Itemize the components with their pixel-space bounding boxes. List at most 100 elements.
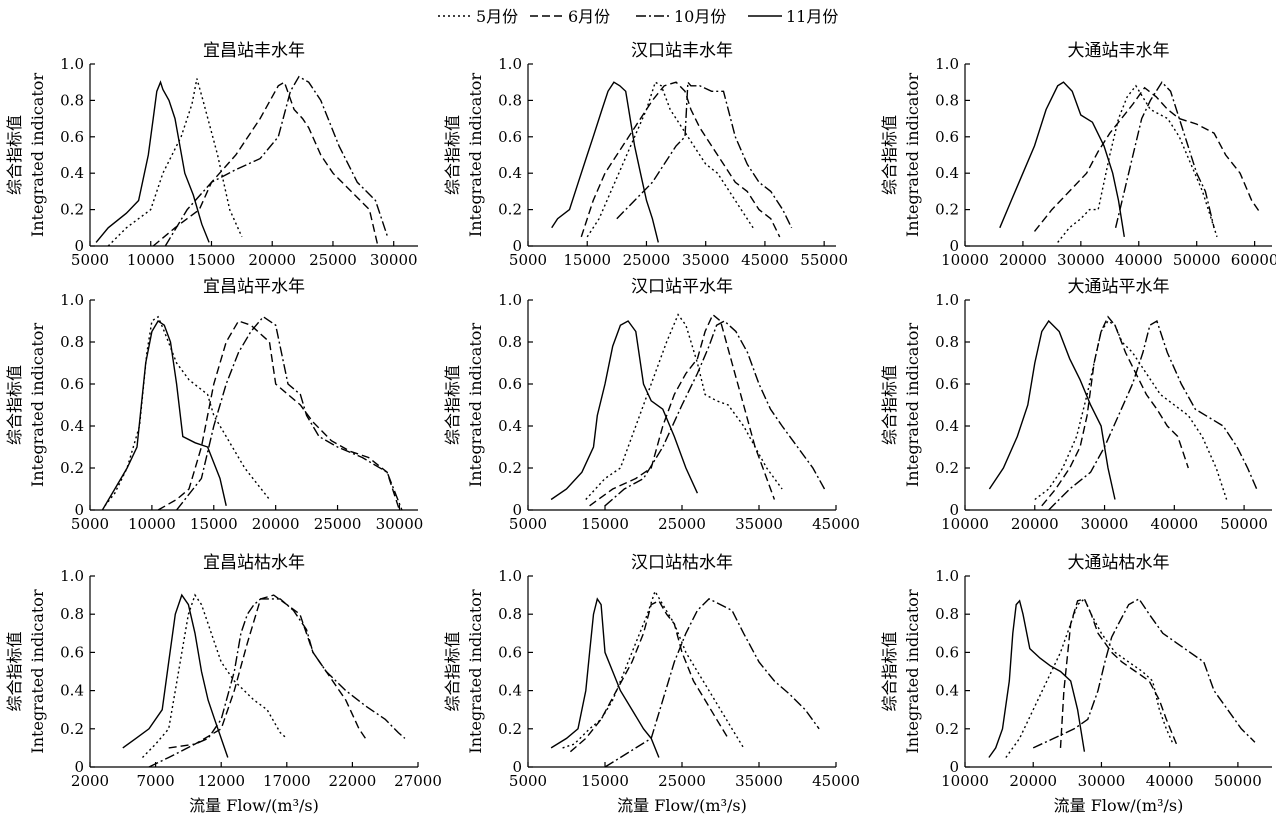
x-tick-label: 30000: [1057, 251, 1105, 269]
y-tick-label: 0.6: [935, 375, 959, 393]
x-tick-label: 45000: [812, 772, 860, 790]
series-line-10月份: [616, 80, 793, 229]
panel-title: 宜昌站丰水年: [203, 41, 305, 61]
panel-1-3: 0 0.2 0.4 0.6 0.8 1.0 10000 20000 30000 40000 5000…: [880, 41, 1276, 269]
series-line-10月份: [148, 598, 406, 768]
y-tick-label: 0.4: [935, 417, 959, 435]
y-tick-label: 0.8: [498, 605, 522, 623]
y-tick-label: 1.0: [935, 567, 959, 585]
x-tick-label: 35000: [735, 772, 783, 790]
series-line-6月份: [569, 599, 729, 753]
series-line-6月份: [168, 594, 367, 749]
x-tick-label: 10000: [941, 251, 989, 269]
x-tick-label: 25000: [658, 515, 706, 533]
x-tick-label: 40000: [1150, 515, 1198, 533]
y-axis-label-cn: 综合指标值: [443, 115, 462, 195]
y-axis-label-en: Integrated indicator: [466, 323, 485, 488]
y-tick-label: 0: [74, 237, 84, 255]
y-axis-label-en: Integrated indicator: [466, 589, 485, 754]
y-tick-label: 0.6: [60, 643, 84, 661]
panel-title: 大通站丰水年: [1068, 41, 1170, 61]
x-tick-label: 5000: [509, 772, 547, 790]
x-tick-label: 50000: [1173, 251, 1221, 269]
y-axis-label-en: Integrated indicator: [903, 73, 922, 238]
series-line-6月份: [152, 81, 379, 247]
panel-title: 大通站平水年: [1068, 277, 1170, 297]
y-tick-label: 0.4: [60, 417, 84, 435]
series-line-6月份: [589, 313, 776, 507]
x-tick-label: 30000: [370, 251, 418, 269]
x-tick-label: 10000: [941, 772, 989, 790]
series-line-6月份: [1059, 598, 1178, 748]
y-axis-label-en: Integrated indicator: [28, 323, 47, 488]
x-tick-label: 15000: [581, 515, 629, 533]
y-tick-label: 0: [949, 237, 959, 255]
x-tick-label: 30000: [1078, 772, 1126, 790]
y-tick-label: 0.8: [498, 333, 522, 351]
y-tick-label: 0.8: [935, 333, 959, 351]
x-tick-label: 50000: [1214, 772, 1262, 790]
y-tick-label: 0.2: [498, 459, 522, 477]
y-tick-label: 0.2: [60, 720, 84, 738]
panel-title: 汉口站枯水年: [631, 553, 733, 573]
y-axis-label-en: Integrated indicator: [28, 73, 47, 238]
y-tick-label: 1.0: [935, 55, 959, 73]
series-line-5月份: [107, 78, 243, 247]
x-tick-label: 5000: [71, 251, 109, 269]
panel-1-2: 0 0.2 0.4 0.6 0.8 1.0 5000 15000 25000 35000 45000…: [443, 41, 848, 269]
x-tick-label: 7000: [137, 772, 175, 790]
x-tick-label: 45000: [741, 251, 789, 269]
y-axis-label-cn: 综合指标值: [443, 631, 462, 711]
y-tick-label: 0.4: [935, 682, 959, 700]
x-tick-label: 5000: [71, 515, 109, 533]
x-tick-label: 25000: [658, 772, 706, 790]
series-line-11月份: [551, 81, 659, 243]
series-line-10月份: [1114, 81, 1215, 228]
x-tick-label: 55000: [800, 251, 848, 269]
y-tick-label: 0: [512, 501, 522, 519]
y-axis-label-cn: 综合指标值: [880, 365, 899, 445]
y-tick-label: 0.6: [498, 375, 522, 393]
x-tick-label: 15000: [188, 251, 236, 269]
panel-title: 宜昌站平水年: [203, 277, 305, 297]
y-tick-label: 0.8: [935, 91, 959, 109]
y-tick-label: 0.6: [498, 128, 522, 146]
y-tick-label: 0.2: [935, 201, 959, 219]
y-tick-label: 0.8: [935, 605, 959, 623]
y-axis-label-en: Integrated indicator: [466, 73, 485, 238]
series-line-5月份: [585, 313, 783, 500]
y-tick-label: 0.4: [498, 682, 522, 700]
series-line-5月份: [562, 589, 745, 749]
y-tick-label: 0.2: [498, 201, 522, 219]
y-tick-label: 0.8: [60, 605, 84, 623]
series-line-11月份: [988, 599, 1086, 758]
x-tick-label: 10000: [127, 251, 175, 269]
x-tick-label: 35000: [735, 515, 783, 533]
x-tick-label: 30000: [1081, 515, 1129, 533]
y-axis-label-cn: 综合指标值: [880, 115, 899, 195]
y-tick-label: 1.0: [60, 291, 84, 309]
series-line-11月份: [101, 320, 227, 511]
y-tick-label: 0: [512, 237, 522, 255]
y-tick-label: 0: [74, 501, 84, 519]
series-line-5月份: [1057, 84, 1218, 243]
x-tick-label: 5000: [509, 251, 547, 269]
y-tick-label: 1.0: [498, 567, 522, 585]
panel-2-1: 0 0.2 0.4 0.6 0.8 1.0 5000 10000 15000 20000 25000…: [5, 277, 423, 533]
y-tick-label: 0.2: [60, 459, 84, 477]
legend-label-nov: 11月份: [786, 7, 838, 26]
y-tick-label: 1.0: [498, 55, 522, 73]
y-tick-label: 0.8: [60, 91, 84, 109]
y-axis-label-en: Integrated indicator: [903, 323, 922, 488]
x-tick-label: 2000: [71, 772, 109, 790]
series-line-11月份: [95, 80, 210, 243]
y-tick-label: 0.4: [60, 682, 84, 700]
y-tick-label: 0.6: [60, 128, 84, 146]
x-tick-label: 15000: [190, 515, 238, 533]
y-tick-label: 0.2: [935, 459, 959, 477]
x-tick-label: 60000: [1231, 251, 1276, 269]
x-tick-label: 27000: [394, 772, 442, 790]
x-tick-label: 35000: [682, 251, 730, 269]
panel-title: 汉口站平水年: [631, 277, 733, 297]
series-line-5月份: [1034, 320, 1228, 501]
